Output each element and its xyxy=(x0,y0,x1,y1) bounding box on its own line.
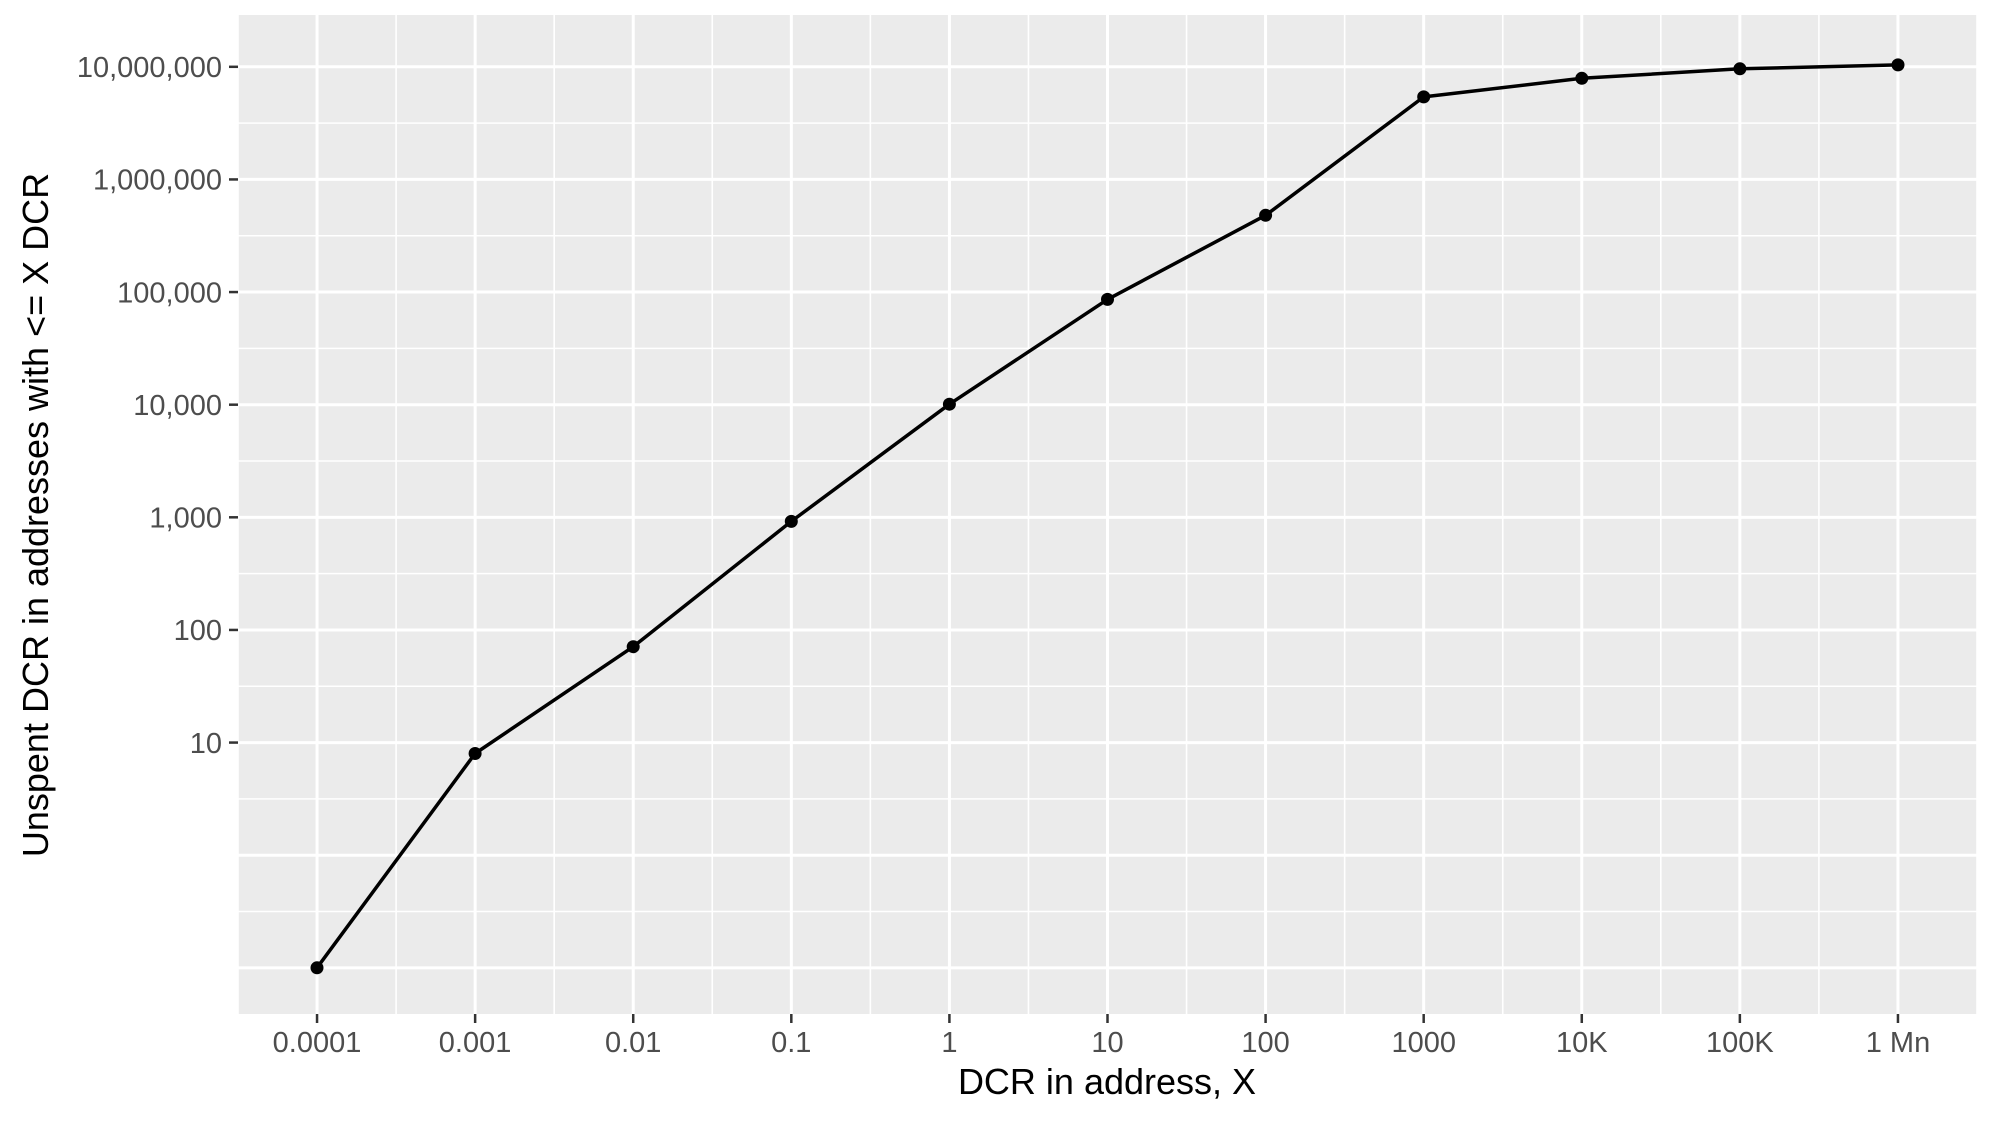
x-tick-label: 1 xyxy=(941,1027,957,1059)
y-tick-label: 1,000 xyxy=(149,502,222,534)
data-point xyxy=(1259,208,1273,222)
x-tick-label: 100K xyxy=(1706,1027,1774,1059)
x-tick-label: 100 xyxy=(1241,1027,1289,1059)
x-tick-label: 0.1 xyxy=(771,1027,811,1059)
data-point xyxy=(626,640,640,654)
x-tick-label: 0.0001 xyxy=(273,1027,362,1059)
data-point xyxy=(784,514,798,528)
data-point xyxy=(1891,58,1905,72)
major-gridlines xyxy=(238,15,1977,1014)
y-tick-label: 10,000 xyxy=(133,390,222,422)
y-axis-title: Unspent DCR in addresses with <= X DCR xyxy=(15,173,56,857)
x-axis-title: DCR in address, X xyxy=(958,1061,1256,1102)
data-point xyxy=(1101,292,1114,306)
x-tick-label: 1000 xyxy=(1391,1027,1456,1059)
x-tick-label: 1 Mn xyxy=(1866,1027,1930,1059)
x-tick-label: 0.01 xyxy=(605,1027,661,1059)
x-tick-label: 10K xyxy=(1556,1027,1608,1059)
y-tick-label: 1,000,000 xyxy=(93,165,222,197)
data-points xyxy=(310,58,1905,975)
y-tick-label: 100 xyxy=(174,615,222,647)
data-point xyxy=(942,397,956,411)
data-point xyxy=(1733,62,1747,76)
x-tick-label: 0.001 xyxy=(439,1027,512,1059)
x-axis-tick-labels: 0.0001 0.001 0.01 0.1 1 10 100 1000 10K 100K 1 Mn xyxy=(273,1027,1931,1059)
data-point xyxy=(1575,71,1589,85)
data-point xyxy=(468,747,482,760)
y-tick-label: 10 xyxy=(190,728,222,760)
x-tick-label: 10 xyxy=(1091,1027,1123,1059)
data-point xyxy=(310,961,324,975)
axis-tick-marks xyxy=(229,65,1900,1023)
y-tick-label: 100,000 xyxy=(117,277,222,309)
y-tick-label: 10,000,000 xyxy=(77,52,222,84)
data-point xyxy=(1417,90,1431,104)
y-axis-tick-labels: 10 100 1,000 10,000 100,000 1,000,000 10,000,0… xyxy=(77,52,222,760)
